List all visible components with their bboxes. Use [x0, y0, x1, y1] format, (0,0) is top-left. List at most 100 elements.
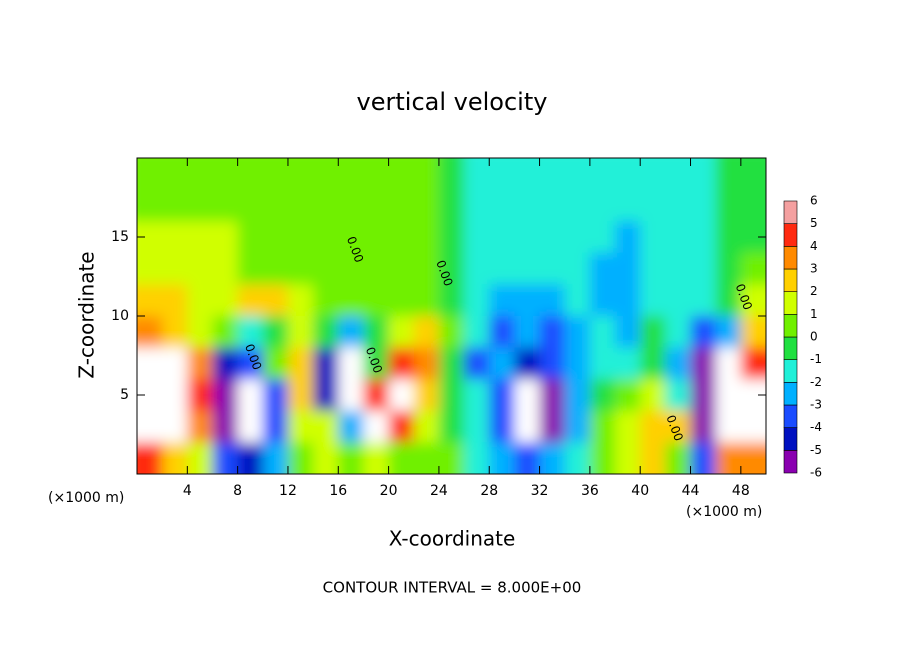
cell — [438, 442, 465, 474]
cell — [162, 221, 188, 254]
cell — [665, 221, 692, 254]
x-tick-label: 20 — [380, 483, 398, 499]
cell — [287, 410, 314, 443]
cell — [363, 252, 390, 285]
cell — [237, 379, 264, 412]
cell — [388, 316, 415, 349]
cell — [615, 252, 641, 285]
cell — [589, 284, 616, 317]
cell — [489, 158, 515, 191]
cell — [489, 189, 515, 222]
field — [137, 158, 766, 474]
cell — [212, 410, 239, 443]
plot-area — [137, 158, 766, 474]
cell — [438, 284, 465, 317]
x-axis-label: X-coordinate — [389, 527, 516, 551]
x-tick-label: 40 — [631, 483, 649, 499]
cell — [287, 252, 314, 285]
cell — [162, 410, 188, 443]
cell — [413, 410, 440, 443]
cell — [740, 189, 766, 222]
cell — [313, 347, 339, 380]
chart-title: vertical velocity — [357, 88, 548, 116]
cell — [715, 379, 742, 412]
cell — [539, 410, 566, 443]
cell — [589, 442, 616, 474]
cell — [640, 284, 666, 317]
cell — [665, 316, 692, 349]
cell — [640, 189, 666, 222]
colorbar-swatch — [783, 427, 798, 451]
cell — [715, 189, 742, 222]
cell — [615, 284, 641, 317]
cell — [690, 158, 717, 191]
x-unit-label: (×1000 m) — [686, 504, 762, 520]
cell — [363, 189, 390, 222]
cell — [564, 410, 591, 443]
cell — [338, 379, 364, 412]
cell — [212, 221, 239, 254]
cell — [162, 284, 188, 317]
cell — [187, 442, 213, 474]
x-tick-label: 12 — [279, 483, 297, 499]
cell — [690, 347, 717, 380]
cell — [715, 221, 742, 254]
cell — [665, 379, 692, 412]
cell — [338, 442, 364, 474]
cell — [363, 379, 390, 412]
cell — [237, 410, 264, 443]
cell — [589, 221, 616, 254]
cell — [413, 347, 440, 380]
cell — [564, 252, 591, 285]
cell — [137, 316, 163, 349]
cell — [137, 284, 163, 317]
cell — [413, 284, 440, 317]
cell — [212, 347, 239, 380]
cell — [615, 221, 641, 254]
cell — [489, 347, 515, 380]
cell — [262, 189, 289, 222]
colorbar-swatch — [783, 314, 798, 338]
cell — [187, 316, 213, 349]
cell — [715, 252, 742, 285]
cell — [313, 284, 339, 317]
cell — [690, 379, 717, 412]
cell — [338, 221, 364, 254]
cell — [237, 442, 264, 474]
cell — [363, 284, 390, 317]
cell — [338, 347, 364, 380]
cell — [162, 347, 188, 380]
cell — [690, 221, 717, 254]
x-tick-label: 44 — [682, 483, 700, 499]
cell — [388, 442, 415, 474]
colorbar-label: -2 — [810, 375, 822, 389]
cell — [413, 252, 440, 285]
cell — [665, 252, 692, 285]
cell — [338, 316, 364, 349]
cell — [489, 442, 515, 474]
cell — [615, 189, 641, 222]
cell — [539, 284, 566, 317]
cell — [640, 316, 666, 349]
cell — [287, 284, 314, 317]
cell — [162, 158, 188, 191]
cell — [187, 189, 213, 222]
cell — [489, 221, 515, 254]
cell — [740, 347, 766, 380]
cell — [615, 410, 641, 443]
cell — [589, 252, 616, 285]
cell — [564, 189, 591, 222]
cell — [237, 284, 264, 317]
cell — [187, 379, 213, 412]
cell — [187, 284, 213, 317]
footer: CONTOUR INTERVAL = 8.000E+00 — [323, 579, 582, 597]
cell — [464, 158, 490, 191]
cell — [665, 189, 692, 222]
colorbar-swatch — [783, 291, 798, 315]
cell — [262, 284, 289, 317]
cell — [640, 158, 666, 191]
cell — [262, 442, 289, 474]
cell — [338, 158, 364, 191]
cell — [313, 379, 339, 412]
cell — [237, 347, 264, 380]
